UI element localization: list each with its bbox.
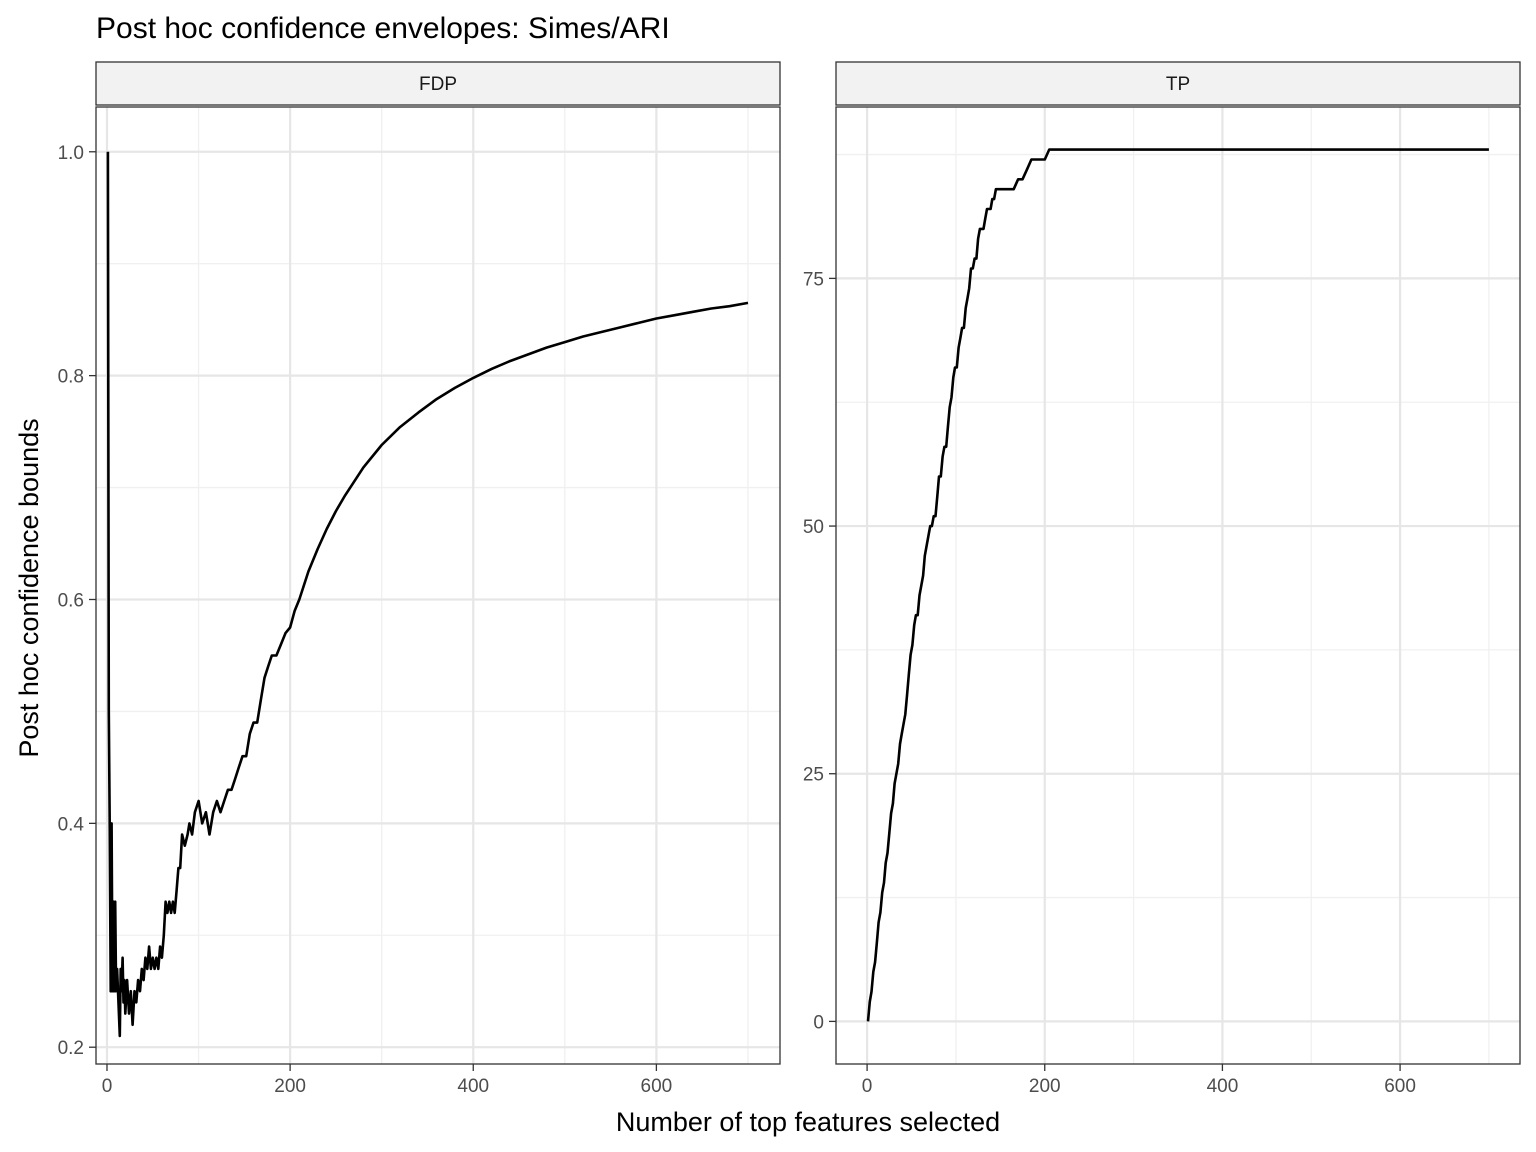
tp-axes: 0 200 400 600 0 25 50 75	[803, 269, 1416, 1097]
tp-panel-border	[835, 106, 1521, 1065]
tp-y-tick-label-2: 50	[803, 517, 824, 538]
fdp-y-tick-label-3: 0.8	[58, 367, 84, 388]
tp-plot-area	[836, 107, 1520, 1064]
fdp-panel: FDP 0 200 400 600 0.2 0.4 0.6 0.8 1.0	[58, 61, 781, 1097]
fdp-gridlines	[96, 107, 780, 1064]
tp-series-line-0	[866, 148, 1489, 1022]
y-axis-label: Post hoc confidence bounds	[14, 418, 44, 757]
tp-strip-label: TP	[1166, 74, 1190, 95]
fdp-series-line-0	[106, 151, 749, 1038]
tp-strip	[835, 61, 1521, 106]
fdp-series	[106, 151, 749, 1038]
fdp-strip	[95, 61, 781, 106]
tp-gridlines	[836, 107, 1520, 1064]
fdp-y-tick-label-0: 0.2	[58, 1038, 84, 1059]
tp-y-tick-label-1: 25	[803, 765, 824, 786]
tp-x-tick-label-3: 600	[1384, 1076, 1416, 1097]
fdp-plot-area	[96, 107, 780, 1064]
x-axis-label: Number of top features selected	[616, 1107, 1000, 1137]
tp-y-tick-label-3: 75	[803, 269, 824, 290]
fdp-x-tick-label-3: 600	[641, 1076, 673, 1097]
tp-y-tick-label-0: 0	[813, 1012, 824, 1033]
fdp-axes: 0 200 400 600 0.2 0.4 0.6 0.8 1.0	[58, 143, 673, 1097]
fdp-x-tick-label-1: 200	[274, 1076, 306, 1097]
tp-x-tick-label-2: 400	[1207, 1076, 1239, 1097]
fdp-x-tick-label-0: 0	[102, 1076, 113, 1097]
tp-x-tick-label-0: 0	[862, 1076, 873, 1097]
tp-panel: TP 0 200 400 600 0 25 50 75	[803, 61, 1521, 1097]
fdp-y-tick-label-2: 0.6	[58, 590, 84, 611]
fdp-y-tick-label-1: 0.4	[58, 814, 85, 835]
tp-series	[866, 148, 1489, 1022]
tp-x-tick-label-1: 200	[1029, 1076, 1061, 1097]
chart-title: Post hoc confidence envelopes: Simes/ARI	[96, 12, 670, 45]
fdp-strip-label: FDP	[419, 74, 457, 95]
fdp-y-tick-label-4: 1.0	[58, 143, 84, 164]
fdp-x-tick-label-2: 400	[457, 1076, 489, 1097]
fdp-panel-border	[95, 106, 781, 1065]
